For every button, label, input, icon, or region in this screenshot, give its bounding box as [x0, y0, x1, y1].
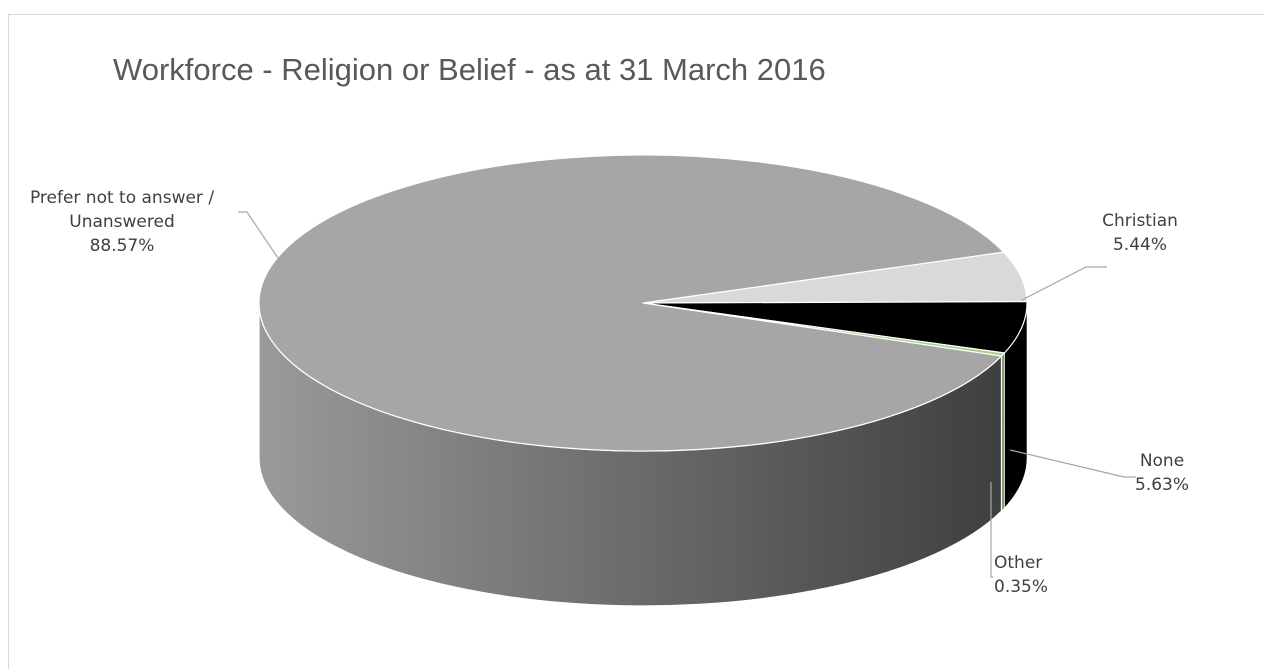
data-label-category-other: Other	[994, 553, 1042, 573]
pie-slice-prefer-not-to-answer-unanswered	[258, 154, 1005, 452]
leader-line-prefer-not-to-answer-unanswered	[238, 211, 285, 268]
pie-slice-christian	[642, 251, 1028, 304]
leader-line-none	[1009, 449, 1136, 478]
pie-slice-none	[642, 301, 1028, 354]
leader-line-other	[990, 482, 993, 578]
data-label-category-prefer-not-to-answer-unanswered: Unanswered	[69, 212, 175, 232]
data-label-value-prefer-not-to-answer-unanswered: 88.57%	[90, 236, 155, 256]
data-label-value-none: 5.63%	[1135, 475, 1189, 495]
data-label-value-christian: 5.44%	[1113, 235, 1167, 255]
leader-line-christian	[1021, 266, 1107, 301]
data-label-category-prefer-not-to-answer-unanswered: Prefer not to answer /	[30, 188, 214, 208]
data-label-value-other: 0.35%	[994, 577, 1048, 597]
data-label-category-none: None	[1140, 451, 1184, 471]
chart-title: Workforce - Religion or Belief - as at 3…	[113, 52, 826, 87]
data-label-category-christian: Christian	[1102, 211, 1178, 231]
